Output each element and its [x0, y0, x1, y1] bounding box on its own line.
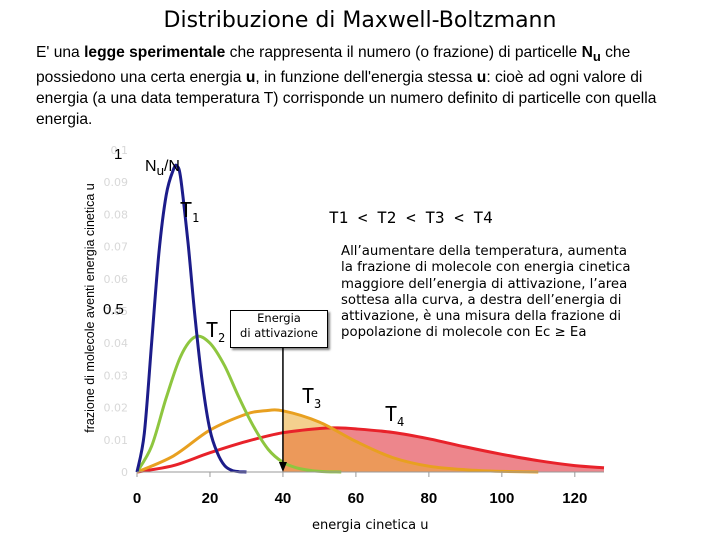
- intro-bold: u: [476, 69, 487, 87]
- x-tick-label: 120: [562, 490, 587, 507]
- plot-area: [137, 148, 604, 472]
- x-tick-label: 100: [489, 490, 514, 507]
- t3-sub: 3: [314, 397, 322, 411]
- label-t3: T3: [302, 384, 321, 411]
- y-tick-label: 0.02: [104, 402, 129, 415]
- y-tick-label: 0.01: [104, 434, 129, 447]
- y-tick-label: 0.04: [104, 337, 129, 350]
- y-tick-label: 0.05: [104, 305, 129, 318]
- t4-main: T: [385, 402, 398, 426]
- activation-energy-arrow: [278, 462, 287, 472]
- y-tick-label: 0.06: [104, 273, 129, 286]
- y-tick-label: 0.1: [111, 144, 129, 157]
- intro-bold-sub: u: [592, 49, 601, 65]
- t1-main: T: [180, 198, 193, 222]
- label-t1: T1: [180, 198, 199, 225]
- nu-over-n-label: Nu/N: [145, 158, 180, 178]
- nu-sub: u: [156, 163, 164, 179]
- t4-sub: 4: [397, 415, 405, 429]
- x-tick-label: 20: [202, 490, 219, 507]
- intro-bold-n: N: [581, 44, 593, 61]
- x-axis-label: energia cinetica u: [312, 518, 429, 533]
- curve-t2: [135, 334, 342, 474]
- nu-main: N: [145, 158, 157, 175]
- y-label-one: 1: [114, 146, 123, 163]
- y-tick-label: 0.03: [104, 369, 129, 382]
- t2-main: T: [206, 318, 219, 342]
- y-tick-label: 0.08: [104, 208, 129, 221]
- y-tick-label: 0: [121, 466, 128, 479]
- y-tick-label: 0.07: [104, 241, 129, 254]
- intro-part: : cioè ad ogni valore di energia (a una …: [36, 69, 657, 129]
- x-tick-label: 80: [421, 490, 438, 507]
- page-title: Distribuzione di Maxwell-Boltzmann: [163, 8, 557, 33]
- t3-main: T: [302, 384, 315, 408]
- area-t3: [282, 410, 539, 472]
- t1-sub: 1: [192, 211, 200, 225]
- intro-text: E' una legge sperimentale che rappresent…: [36, 42, 696, 130]
- ea-line2: di attivazione: [240, 326, 318, 340]
- label-t2: T2: [206, 318, 225, 345]
- y-label-half: 0.5: [103, 301, 124, 318]
- intro-part: che rappresenta il numero (o frazione) d…: [225, 44, 582, 61]
- temperature-relation: T1 < T2 < T3 < T4: [329, 208, 493, 227]
- x-tick-label: 40: [275, 490, 292, 507]
- explanation-note: All’aumentare della temperatura, aumenta…: [341, 244, 631, 341]
- intro-part: che possiedono una certa energia: [36, 44, 631, 87]
- activation-energy-box: Energia di attivazione: [230, 310, 328, 348]
- intro-bold: u: [245, 69, 256, 87]
- intro-bold: legge sperimentale: [84, 44, 226, 61]
- y-tick-label: 0.09: [104, 176, 129, 189]
- curve-t1: [135, 163, 247, 474]
- intro-part: E' una: [36, 44, 85, 61]
- x-tick-label: 0: [133, 490, 141, 507]
- ea-line1: Energia: [257, 311, 301, 325]
- label-t4: T4: [385, 402, 404, 429]
- x-tick-label: 60: [348, 490, 365, 507]
- intro-bold: Nu: [581, 44, 601, 65]
- curve-t4: [136, 426, 605, 474]
- t2-sub: 2: [218, 331, 226, 345]
- nu-rest: /N: [163, 158, 180, 175]
- intro-part: , in funzione dell'energia stessa: [255, 69, 477, 87]
